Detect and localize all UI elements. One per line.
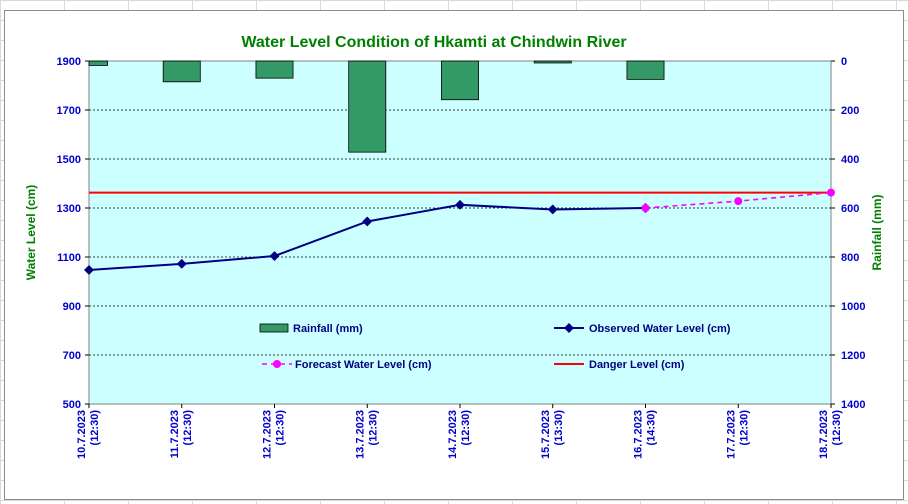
legend-rainfall-label: Rainfall (mm)	[293, 323, 363, 335]
left-axis-tick-label: 1100	[57, 252, 81, 264]
chart-frame: Water Level Condition of Hkamti at Chind…	[4, 10, 904, 500]
legend-danger-label: Danger Level (cm)	[589, 359, 685, 371]
legend-rainfall-swatch	[259, 323, 289, 333]
left-axis-tick-label: 500	[63, 399, 81, 411]
x-axis-time-label: (12:30)	[89, 410, 101, 446]
x-axis-time-label: (12:30)	[738, 410, 750, 446]
right-axis-tick-label: 1400	[841, 399, 865, 411]
forecast-point	[734, 197, 743, 206]
left-axis-title: Water Level (cm)	[24, 185, 38, 281]
plot-background	[88, 60, 832, 405]
left-axis-tick-label: 1700	[57, 105, 81, 117]
observed-point	[84, 265, 94, 275]
x-axis-date-label: 15.7.2023	[540, 410, 552, 459]
x-axis-date-label: 12.7.2023	[262, 410, 274, 459]
forecast-point	[827, 188, 835, 197]
legend-forecast-label: Forecast Water Level (cm)	[295, 359, 432, 371]
left-axis-tick-label: 700	[63, 350, 81, 362]
x-axis-date-label: 10.7.2023	[76, 410, 88, 459]
observed-point	[547, 204, 558, 215]
x-axis-date-label: 17.7.2023	[725, 410, 737, 459]
observed-point	[455, 199, 465, 210]
observed-point	[362, 216, 373, 227]
x-axis-time-label: (12:30)	[831, 410, 843, 446]
x-axis-time-label: (14:30)	[646, 410, 658, 446]
left-axis-tick-label: 1300	[57, 203, 81, 215]
left-axis-tick-label: 900	[63, 301, 81, 313]
observed-point	[269, 251, 280, 261]
rainfall-bar	[162, 60, 201, 83]
x-axis-date-label: 18.7.2023	[818, 410, 830, 459]
observed-point	[176, 258, 187, 269]
legend-observed-marker	[564, 323, 574, 333]
right-axis-tick-label: 200	[841, 105, 859, 117]
rainfall-bar	[255, 60, 294, 79]
x-axis-date-label: 11.7.2023	[169, 410, 181, 458]
x-axis-time-label: (12:30)	[367, 410, 379, 446]
right-axis-tick-label: 600	[841, 203, 859, 215]
x-axis-time-label: (13:30)	[553, 410, 565, 446]
x-axis-time-label: (12:30)	[460, 410, 472, 446]
left-axis-tick-label: 1900	[57, 56, 81, 68]
x-axis-date-label: 13.7.2023	[354, 410, 366, 459]
right-axis-tick-label: 0	[841, 56, 847, 68]
plot-area: 1900 1700 1500 1300 1100 900 700 500 0 200 400 600 8…	[24, 56, 884, 459]
rainfall-bar	[348, 60, 387, 153]
rainfall-bar	[626, 60, 665, 80]
chart-title: Water Level Condition of Hkamti at Chind…	[241, 34, 626, 51]
x-axis-time-label: (12:30)	[275, 410, 287, 446]
forecast-point	[641, 204, 650, 212]
x-axis-date-label: 14.7.2023	[447, 410, 459, 459]
legend: Rainfall (mm) Observed Water Level (cm) Fo…	[259, 323, 731, 371]
x-axis-time-label: (12:30)	[182, 410, 194, 446]
right-axis-tick-label: 1200	[841, 350, 865, 362]
left-axis-tick-label: 1500	[57, 154, 81, 166]
rainfall-bar	[88, 60, 108, 66]
right-axis-title: Rainfall (mm)	[870, 194, 884, 270]
right-axis-tick-label: 400	[841, 154, 859, 166]
right-axis-tick-label: 800	[841, 252, 859, 264]
x-axis-date-label: 16.7.2023	[633, 410, 645, 459]
rainfall-bar	[533, 60, 572, 64]
legend-forecast-marker	[273, 360, 281, 368]
legend-observed-label: Observed Water Level (cm)	[589, 323, 731, 335]
right-axis-tick-label: 1000	[841, 301, 865, 313]
rainfall-bar	[441, 60, 479, 101]
water-level-chart: Water Level Condition of Hkamti at Chind…	[24, 34, 884, 459]
